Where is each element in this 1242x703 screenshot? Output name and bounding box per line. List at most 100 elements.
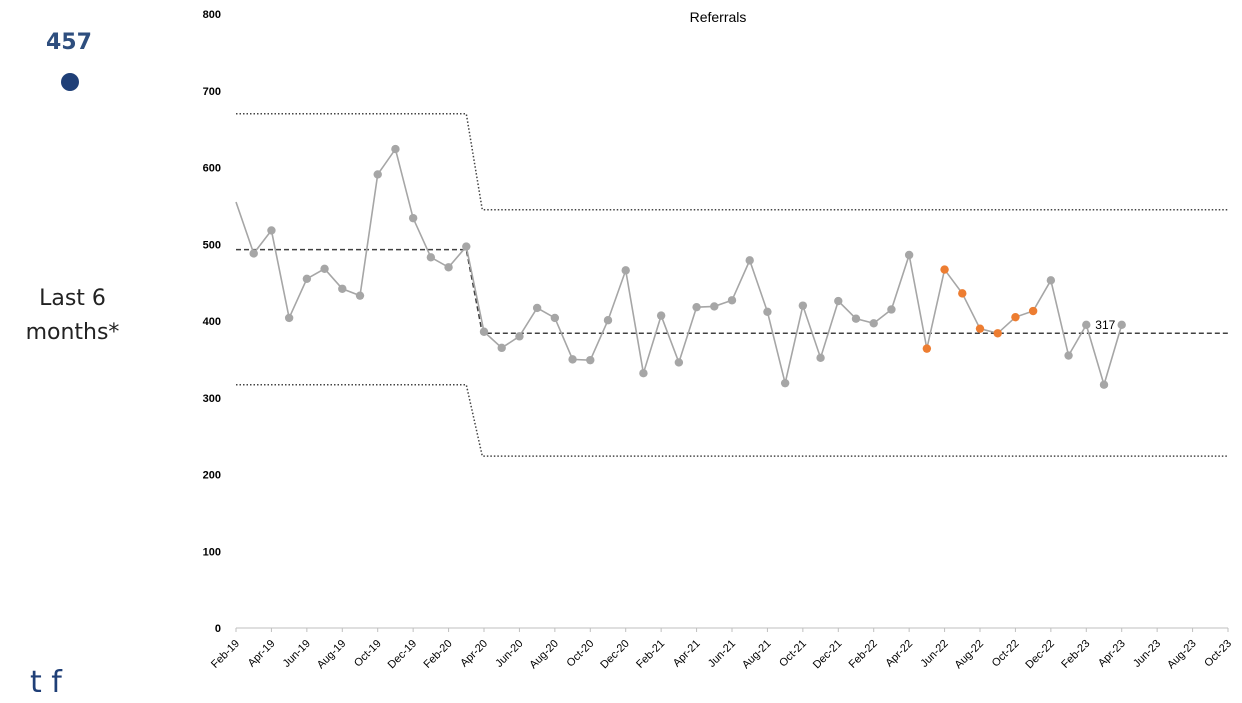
highlighted-data-point [958,289,967,298]
y-tick-label: 600 [203,163,221,175]
upper-control-limit [236,113,1228,211]
data-point [887,305,896,314]
data-point [639,368,648,378]
referrals-chart: Referrals 0 100 200 300 400 500 600 700 800 Feb-… [203,9,1234,671]
x-tick-label: Dec-21 [811,638,845,672]
lower-control-limit [236,383,1228,457]
data-label: 317 [1095,318,1115,332]
x-tick-label: Apr-21 [671,638,703,670]
data-point [284,313,294,323]
data-point [302,274,312,283]
highlighted-data-point [922,344,932,353]
mean-line [236,248,1228,335]
y-axis: 0 100 200 300 400 500 600 700 800 [203,9,221,635]
period-label-line2: months* [25,320,120,345]
series-line [235,147,1123,388]
data-point [869,319,878,328]
data-point [497,343,506,353]
data-point [1117,320,1126,330]
highlighted-data-point [975,324,985,333]
x-tick-label: Jun-21 [706,638,738,670]
x-tick-label: Dec-22 [1023,638,1057,672]
x-tick-label: Apr-19 [246,638,278,670]
x-tick-label: Aug-22 [953,638,987,672]
x-tick-label: Jun-20 [493,638,525,670]
x-tick-label: Feb-20 [422,638,455,671]
x-tick-label: Apr-23 [1096,638,1128,670]
data-point [479,327,489,336]
kpi-value: 457 [46,30,92,55]
data-point [249,249,258,258]
x-tick-label: Aug-21 [740,638,774,672]
data-point [763,307,772,316]
x-tick-label: Jun-22 [918,638,950,670]
y-tick-label: 100 [203,546,221,558]
x-tick-label: Jun-19 [281,638,313,670]
data-point [780,378,790,388]
data-point [1082,320,1091,330]
x-tick-label: Aug-19 [315,638,349,672]
data-point [674,358,684,367]
x-tick-label: Oct-22 [990,638,1022,670]
data-point [692,302,701,312]
y-tick-label: 700 [203,86,221,98]
highlighted-data-point [1028,306,1038,316]
data-point [710,302,719,311]
x-tick-label: Aug-23 [1165,638,1199,672]
y-tick-label: 400 [203,316,221,328]
data-point [904,250,914,260]
series-referrals [235,144,1126,389]
x-tick-label: Dec-19 [386,638,420,672]
data-point [816,353,825,363]
x-tick-label: Feb-22 [847,638,880,671]
data-point [338,284,347,293]
data-point [586,355,595,365]
chart-title: Referrals [690,9,747,25]
x-tick-label: Oct-23 [1202,638,1234,670]
y-tick-label: 500 [203,239,221,251]
highlighted-data-point [1011,312,1020,322]
data-point [532,303,542,313]
highlighted-data-point [993,329,1002,338]
data-point [373,170,382,179]
data-point [462,242,471,251]
x-tick-label: Oct-21 [777,638,809,670]
period-label: Last 6 months* [20,282,125,350]
x-tick-label: Apr-22 [883,638,915,670]
data-point [355,291,365,300]
x-tick-label: Feb-19 [209,638,242,671]
x-tick-label: Feb-21 [634,638,667,671]
x-tick-label: Oct-20 [565,638,597,670]
x-axis: Feb-19 Apr-19 Jun-19 Aug-19 Oct-19 Dec-19 Feb-… [209,628,1234,671]
x-tick-label: Oct-19 [352,638,384,670]
data-point [851,314,861,323]
kpi-status-dot [61,73,79,91]
data-point [1099,380,1109,389]
data-point [621,266,630,275]
data-point [408,213,418,223]
data-point [444,263,453,272]
data-point [515,332,524,341]
highlighted-data-point [940,265,949,274]
x-tick-label: Jun-23 [1131,638,1163,670]
x-tick-label: Apr-20 [458,638,490,670]
data-point [603,316,613,325]
y-tick-label: 0 [215,623,221,635]
data-point [1064,351,1073,360]
data-point [727,296,737,305]
data-point [1046,276,1056,285]
annotations: 317 [1095,318,1115,332]
control-limits [236,113,1228,457]
y-tick-label: 200 [203,470,221,482]
data-point [798,301,808,310]
data-point [426,253,436,262]
data-point [550,313,560,323]
data-point [320,264,329,274]
data-point [391,144,400,154]
x-tick-label: Feb-23 [1059,638,1092,671]
data-point [568,355,577,364]
x-tick-label: Dec-20 [598,638,632,672]
data-point [656,311,666,320]
period-label-line1: Last 6 [39,286,106,311]
data-point [745,256,754,265]
